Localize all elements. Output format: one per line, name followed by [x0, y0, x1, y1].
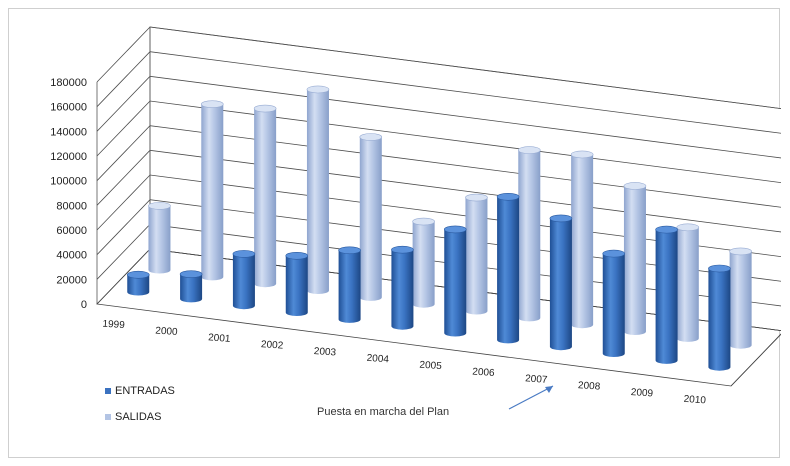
bar-entradas — [602, 249, 626, 358]
legend: ENTRADAS SALIDAS — [105, 385, 175, 423]
bar-entradas — [179, 270, 203, 303]
x-tick-label: 2010 — [683, 394, 706, 407]
bar-salidas — [465, 193, 488, 315]
y-tick-label: 140000 — [50, 126, 87, 138]
bar-entradas — [338, 246, 361, 323]
bars — [126, 85, 752, 371]
bar-entradas — [443, 225, 467, 337]
y-tick-label: 120000 — [50, 151, 87, 163]
bar-salidas — [729, 247, 752, 349]
bar-entradas — [655, 225, 678, 364]
legend-label: SALIDAS — [115, 411, 161, 423]
x-tick-label: 2007 — [525, 373, 548, 386]
bar-salidas — [570, 150, 594, 329]
annotation: Puesta en marcha del Plan — [317, 385, 554, 418]
legend-swatch — [105, 414, 111, 420]
bar-entradas — [126, 270, 150, 296]
annotation-text: Puesta en marcha del Plan — [317, 406, 449, 418]
bar-salidas — [517, 146, 541, 322]
bar-chart-3d: 0 20000 40000 60000 80000 100000 120000 140000 1… — [50, 26, 781, 423]
x-axis-ticks: 1999 2000 2001 2002 2003 2004 2005 2006 2007 2008… — [102, 319, 707, 407]
y-tick-label: 160000 — [50, 102, 87, 114]
x-tick-label: 2006 — [472, 366, 495, 379]
y-tick-label: 0 — [81, 299, 87, 311]
x-tick-label: 2009 — [630, 387, 653, 400]
x-tick-label: 1999 — [102, 319, 125, 332]
y-axis-ticks: 0 20000 40000 60000 80000 100000 120000 140000 1… — [50, 77, 87, 311]
bar-salidas — [148, 202, 171, 274]
bar-entradas — [391, 245, 414, 330]
bar-salidas — [253, 104, 277, 288]
bar-entradas — [708, 264, 731, 371]
legend-label: ENTRADAS — [115, 385, 175, 397]
bar-salidas — [359, 133, 383, 301]
annotation-arrowhead — [545, 386, 553, 393]
chart-frame: 0 20000 40000 60000 80000 100000 120000 140000 1… — [8, 8, 781, 458]
x-tick-label: 2000 — [155, 325, 178, 338]
x-tick-label: 2008 — [578, 380, 601, 393]
y-tick-label: 180000 — [50, 77, 87, 89]
x-tick-label: 2003 — [313, 346, 336, 359]
y-tick-label: 60000 — [56, 225, 87, 237]
bar-entradas — [232, 250, 256, 310]
floor — [96, 248, 781, 387]
bar-salidas — [623, 182, 647, 336]
x-tick-label: 2004 — [366, 353, 389, 366]
y-tick-label: 80000 — [56, 200, 87, 212]
legend-swatch — [105, 388, 111, 394]
x-tick-label: 2001 — [208, 332, 231, 345]
annotation-arrow — [508, 385, 554, 410]
y-tick-label: 40000 — [56, 250, 87, 262]
x-tick-label: 2002 — [261, 339, 284, 352]
bar-entradas — [496, 192, 520, 344]
bar-entradas — [285, 251, 309, 317]
x-tick-label: 2005 — [419, 360, 442, 373]
floor-right-edge — [730, 333, 781, 387]
y-tick-label: 100000 — [50, 176, 87, 188]
bar-salidas — [412, 217, 435, 308]
y-tick-label: 20000 — [56, 274, 87, 286]
bar-entradas — [549, 214, 573, 351]
bar-salidas — [306, 85, 330, 295]
bar-salidas — [200, 100, 224, 281]
bar-salidas — [676, 223, 700, 342]
